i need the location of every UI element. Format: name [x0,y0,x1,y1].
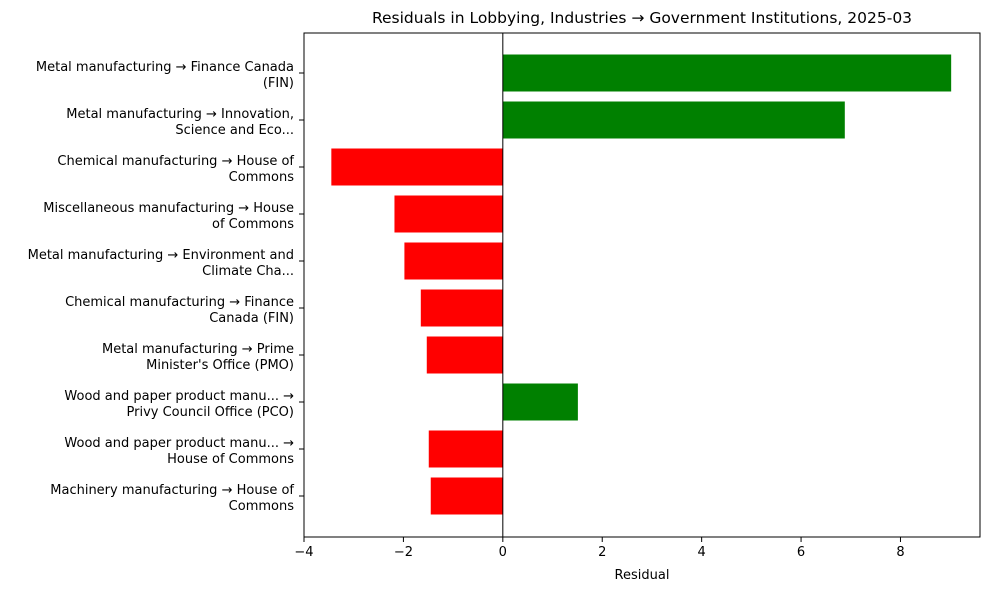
bar-6 [426,336,503,374]
x-tick-label-4: 4 [698,545,706,560]
x-tick-label-2: 0 [499,545,507,560]
x-axis-label: Residual [615,568,670,583]
x-tick-label-0: −4 [294,545,313,560]
bar-9 [430,477,503,515]
bar-7 [502,383,578,421]
category-label-7: Wood and paper product manu... → Privy Co… [64,389,294,420]
plot-area: −4 −2 0 2 4 6 8 Metal manufacturing → Finance C… [28,32,981,560]
x-tick-label-1: −2 [394,545,413,560]
bar-4 [404,242,503,280]
x-tick-label-5: 6 [797,545,805,560]
bar-8 [428,430,503,468]
category-label-0: Metal manufacturing → Finance Canada (FIN… [36,60,294,91]
x-tick-label-6: 8 [896,545,904,560]
bar-0 [502,54,952,92]
category-label-2: Chemical manufacturing → House of Commons [57,154,294,185]
bar-5 [420,289,503,327]
x-tick-label-3: 2 [598,545,606,560]
category-label-5: Chemical manufacturing → Finance Canada (… [65,295,294,326]
category-label-9: Machinery manufacturing → House of Common… [50,483,294,514]
category-label-1: Metal manufacturing → Innovation, Science… [66,107,294,138]
bar-1 [502,101,845,139]
category-label-8: Wood and paper product manu... → House of… [64,436,294,467]
category-label-4: Metal manufacturing → Environment and Cli… [28,248,294,279]
category-label-3: Miscellaneous manufacturing → House of Co… [43,201,294,232]
chart-title: Residuals in Lobbying, Industries → Gove… [372,9,912,27]
bar-3 [394,195,503,233]
bar-2 [331,148,503,186]
category-label-6: Metal manufacturing → Prime Minister's Of… [102,342,294,373]
plot-frame [303,32,981,538]
